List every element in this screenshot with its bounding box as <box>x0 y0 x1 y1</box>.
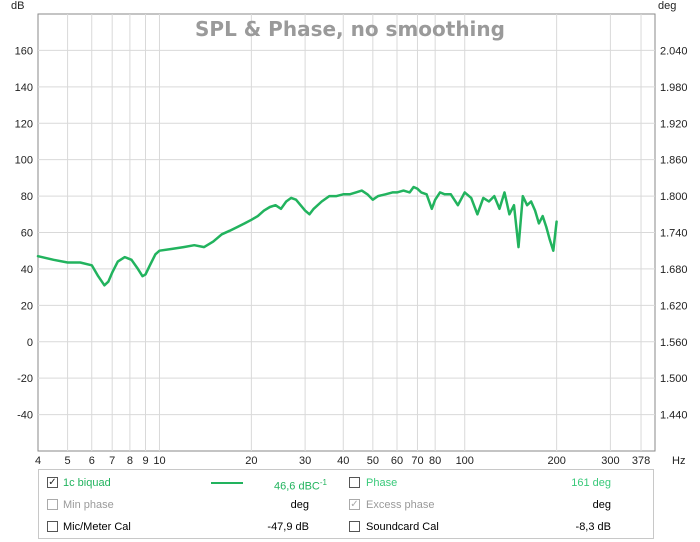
y-tick-label: -20 <box>17 373 33 385</box>
y-tick-label: 140 <box>15 82 33 94</box>
x-tick-label: 100 <box>456 455 474 467</box>
min-phase-value: deg <box>290 499 309 511</box>
x-tick-label: 200 <box>547 455 565 467</box>
soundcard-cal-checkbox[interactable] <box>349 521 360 532</box>
soundcard-cal-label: Soundcard Cal <box>366 521 439 533</box>
x-tick-label: 8 <box>127 455 133 467</box>
x-tick-label: 60 <box>391 455 403 467</box>
x-tick-label: 300 <box>601 455 619 467</box>
y-tick-label: -40 <box>17 410 33 422</box>
y-tick-label: 120 <box>15 118 33 130</box>
y2-tick-label: 1.980 <box>660 82 688 94</box>
y2-axis-ticks: 2.040 1.980 1.920 1.860 1.800 1.740 1.680 1.620… <box>660 45 688 421</box>
x-tick-label: 40 <box>337 455 349 467</box>
spl-value: 46,6 dBC-1 <box>249 473 327 497</box>
phase-checkbox[interactable] <box>349 477 360 488</box>
y2-tick-label: 1.860 <box>660 155 688 167</box>
y-tick-label: 40 <box>21 264 33 276</box>
spl-value-sup: -1 <box>319 478 327 487</box>
y2-axis-label: deg <box>658 0 676 12</box>
chart-title: SPL & Phase, no smoothing <box>195 17 505 41</box>
y-tick-label: 100 <box>15 155 33 167</box>
y2-tick-label: 1.440 <box>660 410 688 422</box>
x-tick-label: 9 <box>142 455 148 467</box>
x-tick-label: 6 <box>89 455 95 467</box>
x-axis-ticks: 4 5 6 7 8 9 10 20 30 40 50 60 70 80 100 200 300 378 <box>35 455 650 467</box>
phase-value: 161 deg <box>571 477 611 489</box>
mic-meter-cal-value: -47,9 dB <box>267 521 309 533</box>
min-phase-checkbox[interactable] <box>47 499 58 510</box>
y2-tick-label: 1.620 <box>660 300 688 312</box>
legend-panel: ✓ 1c biquad 46,6 dBC-1 Phase 161 deg Min… <box>38 469 654 539</box>
spl-label: 1c biquad <box>63 477 111 489</box>
x-axis-unit: Hz <box>672 455 685 467</box>
y-tick-label: 160 <box>15 45 33 57</box>
excess-phase-value: deg <box>592 499 611 511</box>
soundcard-cal-value: -8,3 dB <box>575 521 611 533</box>
y-axis-label: dB <box>11 0 24 12</box>
y-tick-label: 60 <box>21 228 33 240</box>
series-line-1c-biquad <box>36 185 558 287</box>
mic-meter-cal-label: Mic/Meter Cal <box>63 521 131 533</box>
series-layer <box>36 185 558 287</box>
horizontal-gridlines <box>38 49 655 416</box>
y2-tick-label: 1.800 <box>660 191 688 203</box>
y2-tick-label: 2.040 <box>660 45 688 57</box>
y2-tick-label: 1.500 <box>660 373 688 385</box>
excess-phase-label: Excess phase <box>366 499 435 511</box>
x-tick-label: 4 <box>35 455 41 467</box>
phase-label: Phase <box>366 477 398 489</box>
spl-value-text: 46,6 dBC <box>274 480 320 493</box>
x-tick-label: 70 <box>411 455 423 467</box>
y-tick-label: 20 <box>21 300 33 312</box>
y-tick-label: 0 <box>27 337 33 349</box>
x-tick-label: 50 <box>367 455 379 467</box>
y2-tick-label: 1.740 <box>660 228 688 240</box>
y2-tick-label: 1.560 <box>660 337 688 349</box>
spl-checkbox[interactable]: ✓ <box>47 477 58 488</box>
legend-row-min-phase: Min phase deg ✓ Excess phase deg <box>39 495 653 515</box>
spl-phase-chart[interactable]: 4 5 6 7 8 9 10 20 30 40 50 60 70 80 100 200 300 378 16014… <box>0 0 700 468</box>
y-axis-ticks: 160 140 120 100 80 60 40 20 0 -20 -40 <box>15 45 33 421</box>
spl-line-swatch <box>211 482 243 484</box>
y2-tick-label: 1.920 <box>660 118 688 130</box>
legend-row-cal: Mic/Meter Cal -47,9 dB Soundcard Cal -8,… <box>39 517 653 537</box>
x-tick-label: 378 <box>632 455 650 467</box>
x-tick-label: 20 <box>245 455 257 467</box>
x-tick-label: 5 <box>65 455 71 467</box>
legend-row-spl: ✓ 1c biquad 46,6 dBC-1 Phase 161 deg <box>39 473 653 493</box>
mic-meter-cal-checkbox[interactable] <box>47 521 58 532</box>
x-tick-label: 80 <box>429 455 441 467</box>
min-phase-label: Min phase <box>63 499 114 511</box>
excess-phase-checkbox[interactable]: ✓ <box>349 499 360 510</box>
y2-tick-label: 1.680 <box>660 264 688 276</box>
y-tick-label: 80 <box>21 191 33 203</box>
x-tick-label: 30 <box>299 455 311 467</box>
x-tick-label: 7 <box>109 455 115 467</box>
x-tick-label: 10 <box>153 455 165 467</box>
